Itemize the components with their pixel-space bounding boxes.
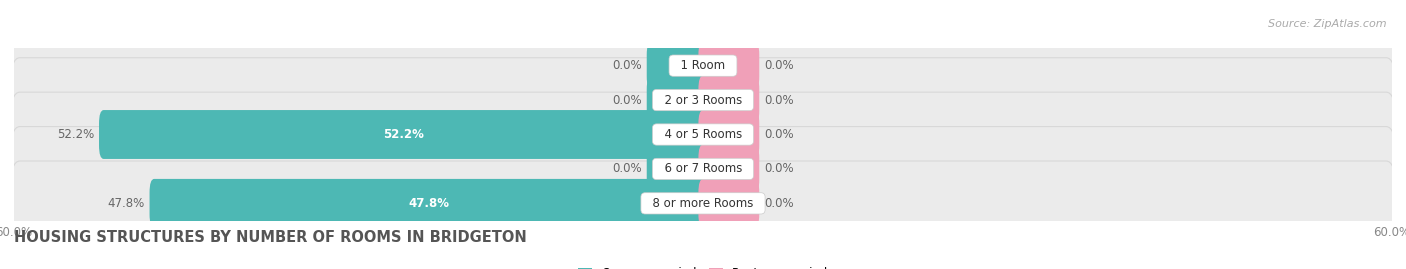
Text: 0.0%: 0.0% <box>763 94 793 107</box>
FancyBboxPatch shape <box>11 161 1395 246</box>
Text: Source: ZipAtlas.com: Source: ZipAtlas.com <box>1268 19 1386 29</box>
Text: 0.0%: 0.0% <box>763 128 793 141</box>
FancyBboxPatch shape <box>11 58 1395 142</box>
Text: 4 or 5 Rooms: 4 or 5 Rooms <box>657 128 749 141</box>
Text: 8 or more Rooms: 8 or more Rooms <box>645 197 761 210</box>
Text: 0.0%: 0.0% <box>613 162 643 175</box>
FancyBboxPatch shape <box>647 76 707 125</box>
Text: 0.0%: 0.0% <box>763 197 793 210</box>
FancyBboxPatch shape <box>699 144 759 193</box>
Text: 0.0%: 0.0% <box>613 94 643 107</box>
FancyBboxPatch shape <box>699 110 759 159</box>
Text: HOUSING STRUCTURES BY NUMBER OF ROOMS IN BRIDGETON: HOUSING STRUCTURES BY NUMBER OF ROOMS IN… <box>14 230 527 245</box>
Text: 52.2%: 52.2% <box>58 128 94 141</box>
FancyBboxPatch shape <box>647 144 707 193</box>
Legend: Owner-occupied, Renter-occupied: Owner-occupied, Renter-occupied <box>578 267 828 269</box>
Text: 47.8%: 47.8% <box>408 197 449 210</box>
FancyBboxPatch shape <box>149 179 707 228</box>
Text: 1 Room: 1 Room <box>673 59 733 72</box>
Text: 0.0%: 0.0% <box>763 162 793 175</box>
Text: 0.0%: 0.0% <box>613 59 643 72</box>
FancyBboxPatch shape <box>11 23 1395 108</box>
Text: 52.2%: 52.2% <box>382 128 423 141</box>
FancyBboxPatch shape <box>699 41 759 90</box>
FancyBboxPatch shape <box>699 179 759 228</box>
FancyBboxPatch shape <box>98 110 707 159</box>
FancyBboxPatch shape <box>699 76 759 125</box>
Text: 6 or 7 Rooms: 6 or 7 Rooms <box>657 162 749 175</box>
FancyBboxPatch shape <box>11 127 1395 211</box>
FancyBboxPatch shape <box>11 92 1395 177</box>
Text: 2 or 3 Rooms: 2 or 3 Rooms <box>657 94 749 107</box>
Text: 0.0%: 0.0% <box>763 59 793 72</box>
FancyBboxPatch shape <box>647 41 707 90</box>
Text: 47.8%: 47.8% <box>108 197 145 210</box>
